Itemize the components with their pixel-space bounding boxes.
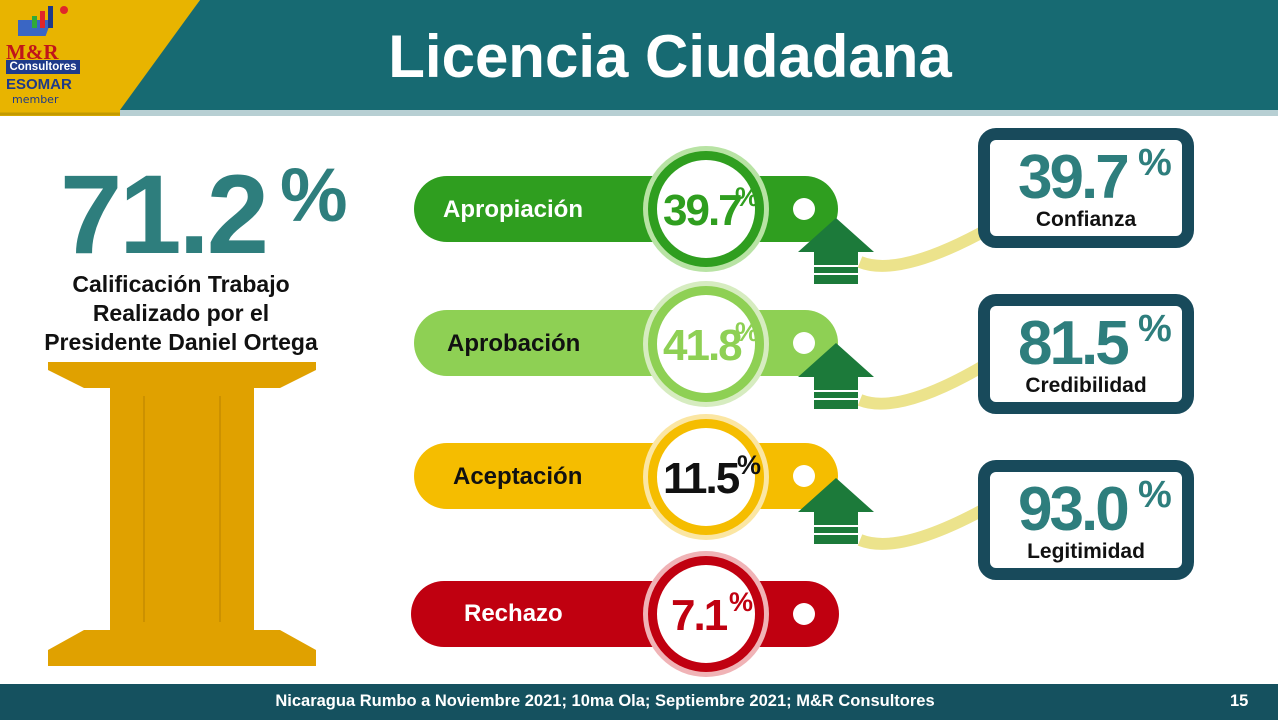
footer-source: Nicaragua Rumbo a Noviembre 2021; 10ma O… <box>275 692 935 710</box>
circle-percent: % <box>735 182 760 212</box>
up-arrow-icon <box>798 478 874 544</box>
circle-percent: % <box>735 317 760 347</box>
indicator-label: Legitimidad <box>1027 540 1145 563</box>
main-stat-value: 71.2 <box>60 152 269 277</box>
logo-member: member <box>12 93 59 106</box>
logo-chart-icon <box>18 6 68 36</box>
indicator-value: 81.5 <box>1018 309 1130 378</box>
pill-label: Aceptación <box>453 463 583 490</box>
indicator-percent: % <box>1138 474 1172 516</box>
pill-bar <box>414 176 838 242</box>
indicator-value: 93.0 <box>1018 475 1130 544</box>
indicator-percent: % <box>1138 142 1172 184</box>
indicator-confianza: 39.7 % Confianza <box>978 128 1194 248</box>
indicator-percent: % <box>1138 308 1172 350</box>
value-circle: 7.1 % <box>648 556 764 672</box>
header: M&R Consultores ESOMAR member Licencia C… <box>0 0 1278 116</box>
indicator-legitimidad: 93.0 % Legitimidad <box>978 460 1194 580</box>
indicator-label: Confianza <box>1035 208 1137 231</box>
main-stat-label: Calificación Trabajo Realizado por el Pr… <box>20 270 342 357</box>
up-arrow-icon <box>798 218 874 284</box>
pill-label: Rechazo <box>464 600 563 627</box>
value-circle: 41.8 % <box>648 286 764 402</box>
connector-curve <box>857 356 994 410</box>
pill-bar <box>411 581 839 647</box>
page-number: 15 <box>1230 692 1249 710</box>
main-stat-label-line: Calificación Trabajo <box>72 271 290 297</box>
indicator-credibilidad: 81.5 % Credibilidad <box>978 294 1194 414</box>
connector-curve <box>857 222 993 272</box>
page-title: Licencia Ciudadana <box>388 23 952 90</box>
main-stat-label-line: Realizado por el <box>92 300 270 326</box>
pillar-icon <box>48 362 316 666</box>
logo-esomar: ESOMAR <box>6 76 72 93</box>
pill-bar <box>414 310 838 376</box>
header-background <box>0 0 1278 116</box>
footer: Nicaragua Rumbo a Noviembre 2021; 10ma O… <box>0 684 1278 720</box>
circle-percent: % <box>729 587 754 617</box>
pill-dot <box>793 603 815 625</box>
connector-curve <box>857 500 993 550</box>
pill-dot <box>793 465 815 487</box>
circle-value: 39.7 <box>663 186 743 235</box>
circle-value: 7.1 <box>671 591 728 640</box>
value-circle: 11.5 % <box>648 419 764 535</box>
main-stat-percent: % <box>280 153 348 238</box>
indicator-value: 39.7 <box>1018 143 1130 212</box>
logo-subtitle: Consultores <box>6 60 80 74</box>
value-circle: 39.7 % <box>648 151 764 267</box>
circle-value: 11.5 <box>663 454 740 503</box>
main-stat-label-line: Presidente Daniel Ortega <box>44 329 318 355</box>
pill-dot <box>793 198 815 220</box>
pill-dot <box>793 332 815 354</box>
company-logo: M&R Consultores ESOMAR member <box>4 2 104 112</box>
up-arrow-icon <box>798 343 874 409</box>
pill-label: Apropiación <box>443 196 584 223</box>
pill-bar <box>414 443 838 509</box>
pill-label: Aprobación <box>447 330 581 357</box>
indicator-label: Credibilidad <box>1025 374 1147 397</box>
circle-percent: % <box>737 450 762 480</box>
circle-value: 41.8 <box>663 321 743 370</box>
